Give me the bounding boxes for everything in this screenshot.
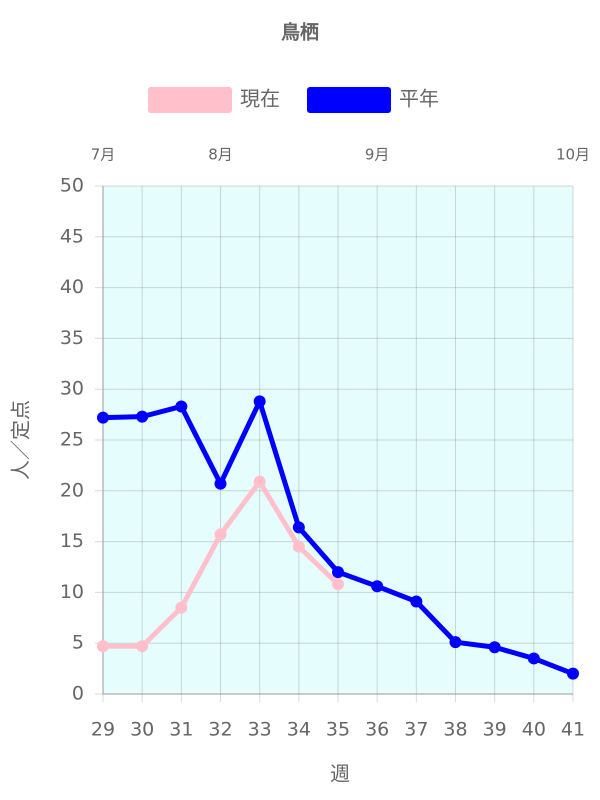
data-point (253, 475, 266, 488)
data-point (410, 595, 423, 608)
y-tick-label: 30 (60, 378, 84, 400)
y-tick-label: 40 (60, 276, 84, 298)
data-point (175, 400, 188, 413)
y-tick-label: 20 (60, 479, 84, 501)
data-point (292, 540, 305, 553)
y-tick-label: 5 (72, 632, 84, 654)
x-tick-label: 39 (483, 719, 507, 741)
chart-title: 鳥栖 (281, 21, 319, 44)
data-point (332, 578, 344, 591)
y-axis-label: 人／定点 (9, 400, 33, 480)
data-point (136, 640, 149, 653)
top-tick-label: 9月 (365, 146, 390, 164)
legend-swatch (148, 87, 232, 113)
data-point (292, 521, 305, 534)
y-tick-label: 15 (60, 530, 84, 552)
x-tick-label: 40 (522, 719, 546, 741)
data-point (175, 601, 188, 614)
x-tick-label: 37 (404, 719, 428, 741)
x-tick-label: 29 (91, 719, 115, 741)
data-point (97, 640, 109, 653)
x-tick-label: 30 (130, 719, 154, 741)
top-tick-label: 10月 (556, 146, 590, 164)
data-point (214, 528, 227, 541)
x-axis-label: 週 (330, 762, 350, 786)
y-tick-label: 25 (60, 429, 84, 451)
y-tick-label: 35 (60, 327, 84, 349)
data-point (332, 566, 344, 579)
x-tick-label: 33 (248, 719, 272, 741)
y-tick-label: 45 (60, 225, 84, 247)
data-point (449, 636, 462, 649)
legend-label: 平年 (399, 87, 439, 111)
x-tick-label: 34 (287, 719, 311, 741)
data-point (371, 580, 384, 593)
data-point (136, 410, 149, 423)
data-point (214, 477, 227, 490)
data-point (253, 395, 266, 408)
x-tick-label: 35 (326, 719, 350, 741)
y-tick-label: 50 (60, 175, 84, 197)
x-tick-label: 38 (443, 719, 467, 741)
top-tick-label: 8月 (208, 146, 233, 164)
x-tick-label: 41 (561, 719, 585, 741)
legend-label: 現在 (240, 87, 280, 111)
data-point (488, 641, 501, 654)
data-point (567, 667, 579, 680)
legend-swatch (307, 87, 391, 113)
top-tick-label: 7月 (91, 146, 116, 164)
x-tick-label: 32 (208, 719, 232, 741)
data-point (527, 652, 540, 665)
data-point (97, 411, 109, 424)
x-tick-label: 31 (169, 719, 193, 741)
y-tick-label: 0 (72, 683, 84, 705)
x-tick-label: 36 (365, 719, 389, 741)
y-tick-label: 10 (60, 581, 84, 603)
